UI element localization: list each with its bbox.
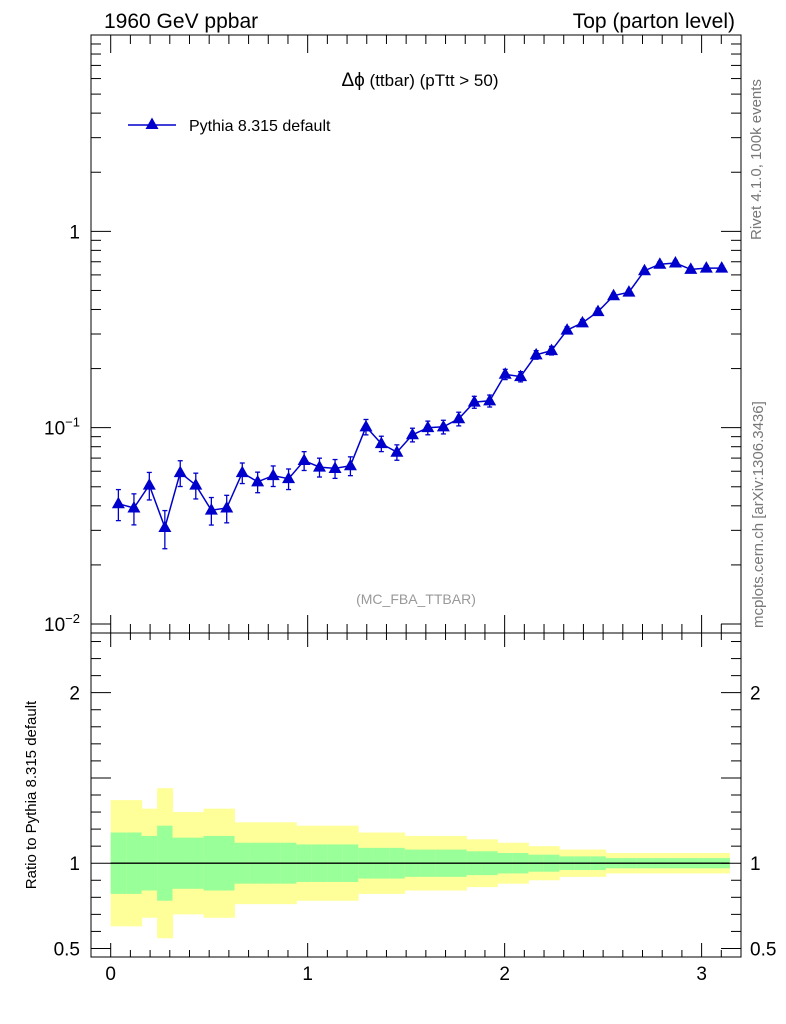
data-point [251,474,265,487]
data-point [359,419,373,432]
header-left-label: 1960 GeV ppbar [104,10,258,33]
data-point [715,261,729,273]
y-tick-label: 10−1 [44,415,80,440]
x-tick-label: 0 [105,964,116,985]
ratio-frame [90,632,742,958]
data-point [622,285,636,297]
header-right-label: Top (parton level) [573,10,735,33]
ratio-y-tick-label-right: 2 [750,684,761,705]
data-point [374,436,388,449]
data-point [483,393,497,406]
data-point [220,500,234,513]
plot-title-rest: (ttbar) (pTtt > 50) [365,71,499,90]
ratio-axis-ticks: 0.5 0.5 1 1 2 2 [54,633,776,960]
x-tick-label: 3 [696,964,707,985]
main-data-series [111,255,729,550]
data-point [653,257,667,269]
data-point [560,323,574,335]
rivet-label: Rivet 4.1.0, 100k events [748,79,765,240]
data-point [173,465,187,478]
main-panel: Δϕ (ttbar) (pTtt > 50) Pythia 8.315 defa… [44,34,742,636]
ratio-ylabel: Ratio to Pythia 8.315 default [23,700,40,889]
data-point [591,304,605,317]
data-point [142,478,156,490]
data-point [312,460,326,472]
data-point [266,468,280,481]
data-point [699,261,713,273]
ratio-y-tick-label-right: 1 [750,854,761,875]
data-point [328,461,342,473]
series-line [118,262,722,530]
y-tick-label-exp: −2 [65,611,80,626]
y-tick-label-base: 1 [69,222,80,243]
data-point [452,411,466,424]
y-tick-label: 1 [69,222,80,243]
data-point [421,420,435,433]
data-point [607,288,621,301]
data-point [390,445,404,457]
x-tick-label: 2 [499,964,510,985]
data-point [189,478,203,490]
data-point [111,496,125,509]
y-tick-label: 10−2 [44,611,80,636]
main-axis-ticks: 10−210−11 [44,34,742,636]
ratio-y-tick-label-right: 0.5 [750,939,776,960]
data-point [235,465,249,478]
data-point [467,395,481,407]
mcplots-label: mcplots.cern.ch [arXiv:1306.3436] [750,401,767,628]
ratio-y-tick-label-left: 1 [69,854,80,875]
data-point [668,255,682,268]
x-tick-labels: 0 1 2 3 [105,964,706,985]
data-point [282,471,296,484]
data-point [575,315,589,328]
data-point [297,453,311,466]
data-point [343,458,357,471]
ratio-y-tick-label-left: 0.5 [54,939,80,960]
data-point [529,347,543,360]
data-point [514,369,528,382]
data-point [158,520,172,533]
data-point [204,503,218,515]
data-point [405,427,419,440]
plot-title: Δϕ (ttbar) (pTtt > 50) [341,70,498,91]
data-point [127,500,141,513]
y-tick-label-exp: −1 [65,415,80,430]
y-tick-label-base: 10 [44,615,65,636]
data-point [637,263,651,276]
data-point [684,262,698,274]
data-point [498,367,512,379]
legend-marker [145,117,159,129]
ratio-y-tick-label-left: 2 [69,684,80,705]
y-tick-label-base: 10 [44,419,65,440]
x-tick-label: 1 [302,964,313,985]
legend-label: Pythia 8.315 default [189,118,331,135]
data-point [545,343,559,356]
plot-title-symbol: Δϕ [341,70,364,91]
ratio-panel: 0.5 0.5 1 1 2 2 Ratio to Pythia 8.315 default [23,632,776,960]
legend: Pythia 8.315 default [128,117,331,135]
ratio-bands [110,788,730,939]
data-point [436,419,450,432]
analysis-label: (MC_FBA_TTBAR) [356,591,476,607]
